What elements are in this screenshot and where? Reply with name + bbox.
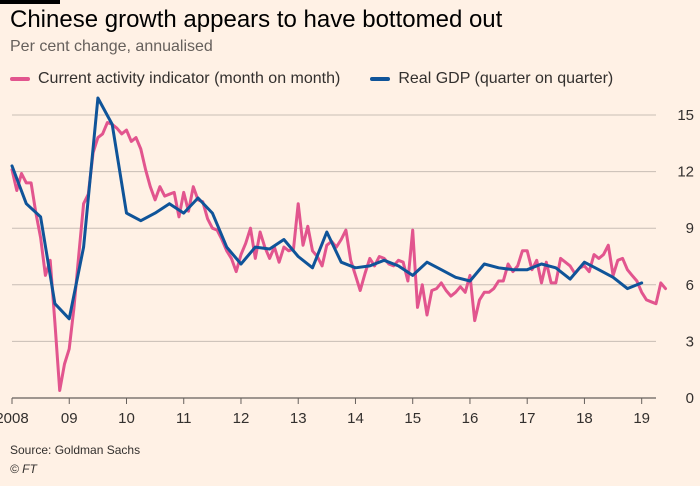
legend: Current activity indicator (month on mon… xyxy=(10,68,643,90)
series-lines xyxy=(10,96,667,392)
legend-label-gdp: Real GDP (quarter on quarter) xyxy=(398,70,614,87)
series-line-gdp xyxy=(10,96,644,321)
source-note: Source: Goldman Sachs xyxy=(10,443,141,457)
ft-top-bar xyxy=(0,0,60,4)
x-tick-label: 16 xyxy=(462,410,479,427)
y-tick-label: 15 xyxy=(677,107,694,124)
x-tick-label: 13 xyxy=(290,410,307,427)
x-tick-label: 19 xyxy=(633,410,650,427)
x-tick-label: 12 xyxy=(233,410,250,427)
x-tick-label: 2008 xyxy=(0,410,29,427)
x-tick-label: 11 xyxy=(176,410,192,427)
legend-swatch-cai xyxy=(10,77,30,81)
y-axis: 0 3 6 9 12 15 xyxy=(677,107,694,407)
y-tick-label: 9 xyxy=(686,220,694,237)
chart-subtitle: Per cent change, annualised xyxy=(10,38,213,55)
x-tick-label: 18 xyxy=(576,410,593,427)
legend-item-gdp: Real GDP (quarter on quarter) xyxy=(370,70,613,88)
y-tick-label: 12 xyxy=(677,164,694,181)
legend-item-cai: Current activity indicator (month on mon… xyxy=(10,70,340,88)
series-line-cai xyxy=(10,121,667,392)
legend-label-cai: Current activity indicator (month on mon… xyxy=(38,70,341,87)
chart-title: Chinese growth appears to have bottomed … xyxy=(10,6,503,33)
y-tick-label: 0 xyxy=(686,390,694,407)
y-tick-label: 6 xyxy=(686,277,694,294)
x-tick-label: 17 xyxy=(519,410,536,427)
gridlines xyxy=(12,114,656,399)
copyright: © FT xyxy=(10,462,37,476)
x-axis: 2008 09 10 11 12 13 14 15 16 17 18 19 xyxy=(0,398,650,427)
x-tick-label: 09 xyxy=(61,410,78,427)
legend-swatch-gdp xyxy=(370,77,391,81)
y-tick-label: 3 xyxy=(686,333,694,350)
x-tick-label: 10 xyxy=(118,410,135,427)
x-tick-label: 14 xyxy=(347,410,364,427)
x-tick-label: 15 xyxy=(404,410,421,427)
